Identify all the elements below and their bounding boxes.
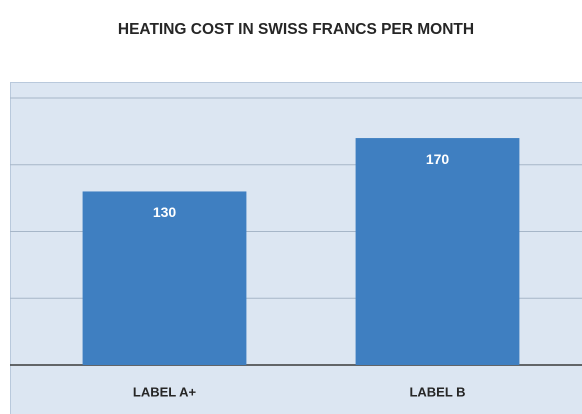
chart-title: HEATING COST IN SWISS FRANCS PER MONTH <box>118 21 474 38</box>
bar <box>82 191 247 365</box>
bar <box>355 138 520 365</box>
data-label: 170 <box>426 151 450 167</box>
x-tick-label: LABEL B <box>409 384 465 399</box>
x-tick-label: LABEL A+ <box>133 384 197 399</box>
data-label: 130 <box>153 204 177 220</box>
